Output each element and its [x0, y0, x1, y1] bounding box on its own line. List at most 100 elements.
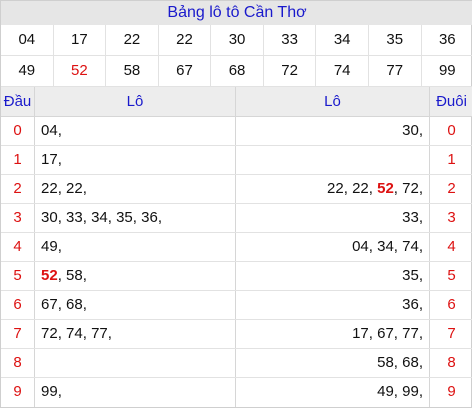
separator: , — [58, 383, 62, 400]
separator: , — [58, 180, 66, 197]
separator: , — [394, 354, 402, 371]
separator: , — [58, 267, 66, 284]
number-cell: 04 — [1, 25, 54, 55]
separator: , — [108, 209, 116, 226]
lo-right-cell: 35, — [236, 262, 430, 290]
loto-number: 36 — [141, 209, 158, 226]
loto-number: 52 — [41, 267, 58, 284]
lo-left-cell — [35, 349, 236, 377]
dau-digit: 9 — [1, 378, 35, 407]
separator: , — [419, 325, 423, 342]
dau-digit: 1 — [1, 146, 35, 174]
lo-left-cell: 30, 33, 34, 35, 36, — [35, 204, 236, 232]
number-cell: 36 — [422, 25, 472, 55]
separator: , — [369, 180, 377, 197]
dau-digit: 2 — [1, 175, 35, 203]
loto-table-header: Đầu Lô Lô Đuôi — [1, 87, 472, 117]
loto-number: 35 — [402, 267, 419, 284]
separator: , — [419, 180, 423, 197]
duoi-digit: 0 — [430, 117, 472, 145]
number-cell: 49 — [1, 56, 54, 86]
separator: , — [83, 180, 87, 197]
lo-left-cell: 49, — [35, 233, 236, 261]
loto-number: 22 — [327, 180, 344, 197]
loto-number: 74 — [66, 325, 83, 342]
loto-number: 72 — [402, 180, 419, 197]
dau-digit: 0 — [1, 117, 35, 145]
duoi-digit: 3 — [430, 204, 472, 232]
loto-number: 22 — [41, 180, 58, 197]
number-cell: 67 — [159, 56, 212, 86]
separator: , — [83, 325, 91, 342]
separator: , — [419, 238, 423, 255]
loto-number: 49 — [41, 238, 58, 255]
loto-number: 58 — [66, 267, 83, 284]
number-cell: 58 — [106, 56, 159, 86]
duoi-digit: 6 — [430, 291, 472, 319]
lo-right-cell — [236, 146, 430, 174]
number-cell: 77 — [369, 56, 422, 86]
duoi-digit: 7 — [430, 320, 472, 348]
separator: , — [369, 325, 377, 342]
separator: , — [369, 238, 377, 255]
separator: , — [58, 151, 62, 168]
separator: , — [419, 209, 423, 226]
lo-right-cell: 36, — [236, 291, 430, 319]
duoi-digit: 5 — [430, 262, 472, 290]
number-cell: 35 — [369, 25, 422, 55]
loto-number: 74 — [402, 238, 419, 255]
header-dau: Đầu — [1, 87, 35, 116]
loto-number: 22 — [352, 180, 369, 197]
loto-number: 68 — [66, 296, 83, 313]
loto-number: 33 — [402, 209, 419, 226]
separator: , — [83, 209, 91, 226]
loto-number: 99 — [41, 383, 58, 400]
loto-number: 36 — [402, 296, 419, 313]
loto-number: 72 — [41, 325, 58, 342]
separator: , — [58, 325, 66, 342]
separator: , — [108, 325, 112, 342]
loto-number: 77 — [402, 325, 419, 342]
loto-number: 52 — [377, 180, 394, 197]
dau-digit: 8 — [1, 349, 35, 377]
separator: , — [58, 238, 62, 255]
loto-number: 35 — [116, 209, 133, 226]
number-cell: 72 — [264, 56, 317, 86]
duoi-digit: 2 — [430, 175, 472, 203]
separator: , — [133, 209, 141, 226]
loto-number: 17 — [41, 151, 58, 168]
separator: , — [419, 267, 423, 284]
lo-right-cell: 49, 99, — [236, 378, 430, 407]
duoi-digit: 8 — [430, 349, 472, 377]
loto-number: 67 — [41, 296, 58, 313]
separator: , — [419, 383, 423, 400]
lo-left-cell: 67, 68, — [35, 291, 236, 319]
duoi-digit: 9 — [430, 378, 472, 407]
dau-digit: 6 — [1, 291, 35, 319]
loto-number: 34 — [377, 238, 394, 255]
loto-number: 49 — [377, 383, 394, 400]
lo-left-cell: 52, 58, — [35, 262, 236, 290]
lo-left-cell: 22, 22, — [35, 175, 236, 203]
loto-number: 77 — [91, 325, 108, 342]
loto-number: 58 — [377, 354, 394, 371]
dau-digit: 3 — [1, 204, 35, 232]
number-cell: 22 — [106, 25, 159, 55]
lo-right-cell: 04, 34, 74, — [236, 233, 430, 261]
loto-number: 22 — [66, 180, 83, 197]
loto-number: 34 — [91, 209, 108, 226]
number-cell: 34 — [316, 25, 369, 55]
lo-right-cell: 22, 22, 52, 72, — [236, 175, 430, 203]
number-cell: 52 — [54, 56, 107, 86]
